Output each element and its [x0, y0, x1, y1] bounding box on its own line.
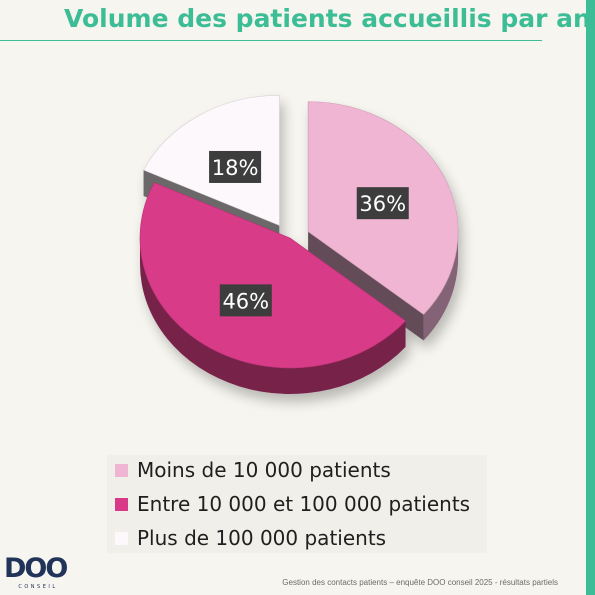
legend-swatch: [115, 463, 128, 477]
pie-value-label: 46%: [219, 284, 272, 317]
legend-item: Entre 10 000 et 100 000 patients: [115, 491, 470, 517]
legend-item: Plus de 100 000 patients: [115, 525, 386, 551]
chart-title: Volume des patients accueillis par an: [64, 4, 591, 33]
chart-legend: Moins de 10 000 patients Entre 10 000 et…: [107, 455, 487, 553]
legend-swatch: [115, 497, 128, 511]
doo-conseil-logo: DOO CONSEIL: [4, 555, 72, 593]
legend-label: Moins de 10 000 patients: [137, 458, 391, 482]
pie-slice-side: [140, 238, 406, 394]
logo-subtext: CONSEIL: [18, 584, 58, 590]
pie-value-label: 36%: [356, 187, 409, 220]
pie-slice: [139, 182, 407, 369]
legend-swatch: [115, 531, 128, 545]
accent-side-bar: [586, 0, 595, 595]
legend-item: Moins de 10 000 patients: [115, 457, 391, 483]
logo-text: DOO: [4, 553, 68, 584]
svg-text:36%: 36%: [359, 192, 406, 216]
pie-slice-side: [423, 231, 459, 341]
legend-label: Plus de 100 000 patients: [137, 526, 387, 550]
title-underline: [0, 40, 542, 41]
svg-text:18%: 18%: [212, 156, 259, 180]
pie-value-label: 18%: [209, 150, 262, 183]
footer-source-note: Gestion des contacts patients – enquête …: [282, 578, 558, 587]
legend-label: Entre 10 000 et 100 000 patients: [137, 492, 471, 516]
svg-text:46%: 46%: [222, 289, 269, 313]
